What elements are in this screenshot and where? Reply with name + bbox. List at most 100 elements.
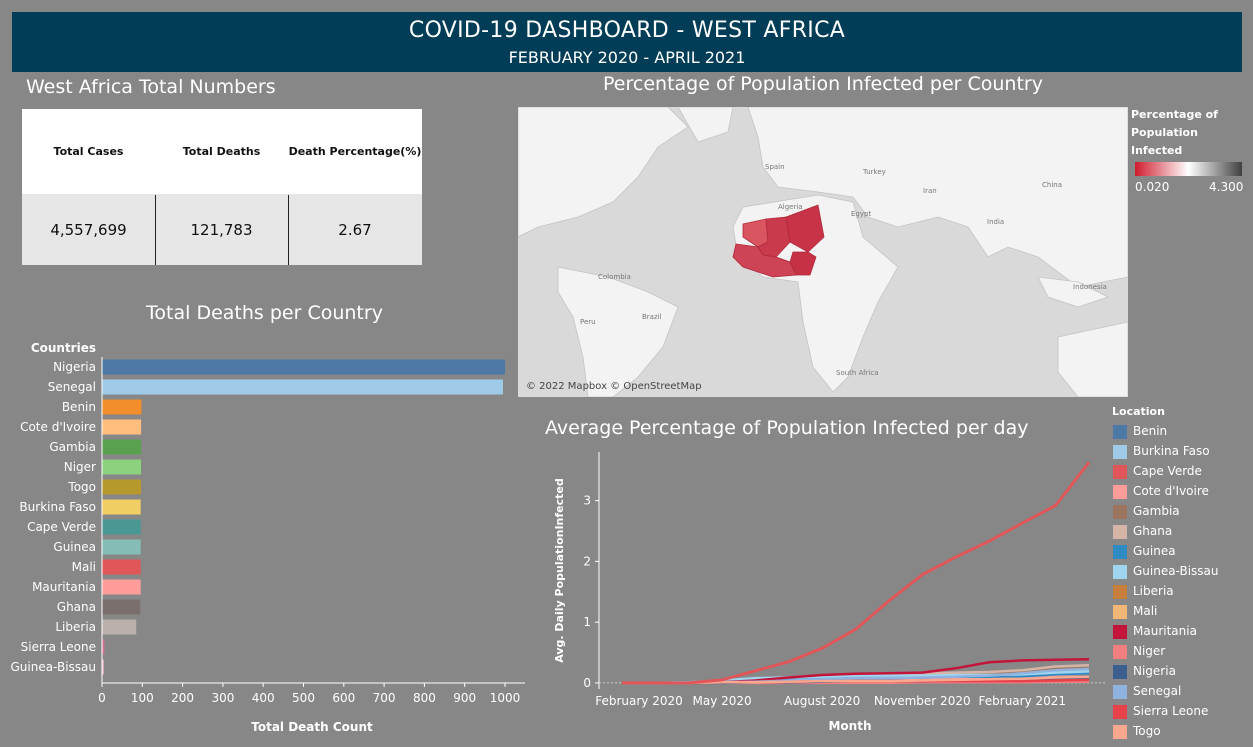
bar[interactable] [102,599,141,615]
map-legend-title: Percentage of Population Infected [1131,106,1218,160]
line-chart-title: Average Percentage of Population Infecte… [545,417,1029,439]
bar-category-label: Nigeria [53,360,96,374]
europe-asia-landmass [747,107,1128,288]
australia-landmass [1057,321,1128,397]
legend-label: Burkina Faso [1133,444,1210,458]
legend-swatch [1113,445,1127,459]
map-label-turkey: Turkey [862,168,886,176]
map-label-peru: Peru [580,318,596,326]
legend-swatch [1113,585,1127,599]
bar[interactable] [102,579,141,595]
bar-x-tick-label: 800 [413,691,436,705]
map-label-india: India [987,218,1004,226]
divider [288,195,289,265]
bar[interactable] [102,619,137,635]
map-legend-title-line: Infected [1131,144,1183,157]
line-y-tick-label: 2 [583,554,591,568]
map-legend-min: 0.020 [1135,180,1170,194]
bar-x-tick-label: 900 [453,691,476,705]
bar[interactable] [102,659,104,675]
legend-swatch [1113,705,1127,719]
line-x-tick-label: February 2020 [595,694,683,708]
bar[interactable] [102,379,503,395]
legend-swatch [1113,685,1127,699]
bar[interactable] [102,519,141,535]
map-label-china: China [1042,181,1062,189]
dashboard-subtitle: FEBRUARY 2020 - APRIL 2021 [508,48,746,67]
legend-label: Sierra Leone [1133,704,1209,718]
legend-label: Benin [1133,424,1168,438]
legend-swatch [1113,465,1127,479]
legend-swatch [1113,565,1127,579]
map-label-spain: Spain [765,163,785,171]
bar[interactable] [102,559,141,575]
legend-swatch [1113,625,1127,639]
infection-map[interactable]: Spain Turkey Algeria Egypt Iran China In… [518,107,1128,397]
legend-label: Togo [1133,724,1161,738]
total-deaths-value: 121,783 [190,221,253,239]
line-x-tick-label: August 2020 [784,694,860,708]
bar-x-tick-label: 600 [332,691,355,705]
west-africa-region [732,204,825,278]
bar[interactable] [102,479,142,495]
dashboard-header: COVID-19 DASHBOARD - WEST AFRICA FEBRUAR… [12,12,1242,72]
niger-shape [785,204,825,253]
bar-x-tick-label: 500 [292,691,315,705]
map-label-colombia: Colombia [598,273,631,281]
map-label-south-africa: South Africa [836,369,879,377]
south-america-landmass [557,266,679,397]
legend-label: Guinea [1133,544,1176,558]
bar[interactable] [102,399,142,415]
bar[interactable] [102,419,142,435]
legend-label: Ghana [1133,524,1173,538]
bar-y-axis-title: Countries [31,341,96,355]
legend-swatch [1113,505,1127,519]
bar-category-label: Mauritania [32,580,96,594]
bar-category-label: Benin [62,400,96,414]
bar-x-tick-label: 1000 [490,691,521,705]
legend-label: Nigeria [1133,664,1176,678]
legend-label: Mauritania [1133,624,1197,638]
legend-label: Cape Verde [1133,464,1202,478]
legend-swatch [1113,545,1127,559]
death-percentage-header: Death Percentage(%) [288,145,422,158]
bar-category-label: Guinea-Bissau [10,660,96,674]
bar-category-label: Guinea [53,540,96,554]
totals-header-row [22,109,422,194]
bar[interactable] [102,439,142,455]
legend-label: Guinea-Bissau [1133,564,1219,578]
legend-swatch [1113,725,1127,739]
legend-swatch [1113,645,1127,659]
greenland-landmass [677,107,734,143]
west-coast-shapes [732,243,797,278]
bar[interactable] [102,499,141,515]
map-attribution: © 2022 Mapbox © OpenStreetMap [526,381,702,392]
map-color-scale [1135,162,1242,176]
legend-swatch [1113,485,1127,499]
map-legend-title-line: Population [1131,126,1198,139]
bar[interactable] [102,639,105,655]
map-label-iran: Iran [923,187,937,195]
legend-label: Senegal [1133,684,1182,698]
legend-label: Mali [1133,604,1158,618]
total-cases-header: Total Cases [53,145,124,158]
bar[interactable] [102,539,141,555]
dashboard-title: COVID-19 DASHBOARD - WEST AFRICA [408,18,846,43]
line-x-tick-label: November 2020 [874,694,971,708]
bar[interactable] [102,459,142,475]
bar-x-tick-label: 400 [252,691,275,705]
total-cases-value: 4,557,699 [50,221,127,239]
bar-category-label: Liberia [55,620,96,634]
bar[interactable] [102,359,505,375]
infection-line-chart[interactable]: 0 1 2 3 Avg. Daily PopulationInfected Februar… [540,445,1110,745]
line-y-tick-label: 1 [583,615,591,629]
totals-table[interactable]: Total Cases Total Deaths Death Percentag… [22,109,422,265]
bar-category-label: Burkina Faso [19,500,96,514]
divider [155,195,156,265]
bar-x-tick-label: 0 [98,691,106,705]
bar-chart-title: Total Deaths per Country [146,302,383,324]
deaths-bar-chart[interactable]: Countries Nigeria Senegal Benin Cote d'Ivoir… [0,335,530,740]
legend-swatch [1113,525,1127,539]
map-legend-title-line: Percentage of [1131,108,1218,121]
series-line[interactable] [622,461,1091,685]
